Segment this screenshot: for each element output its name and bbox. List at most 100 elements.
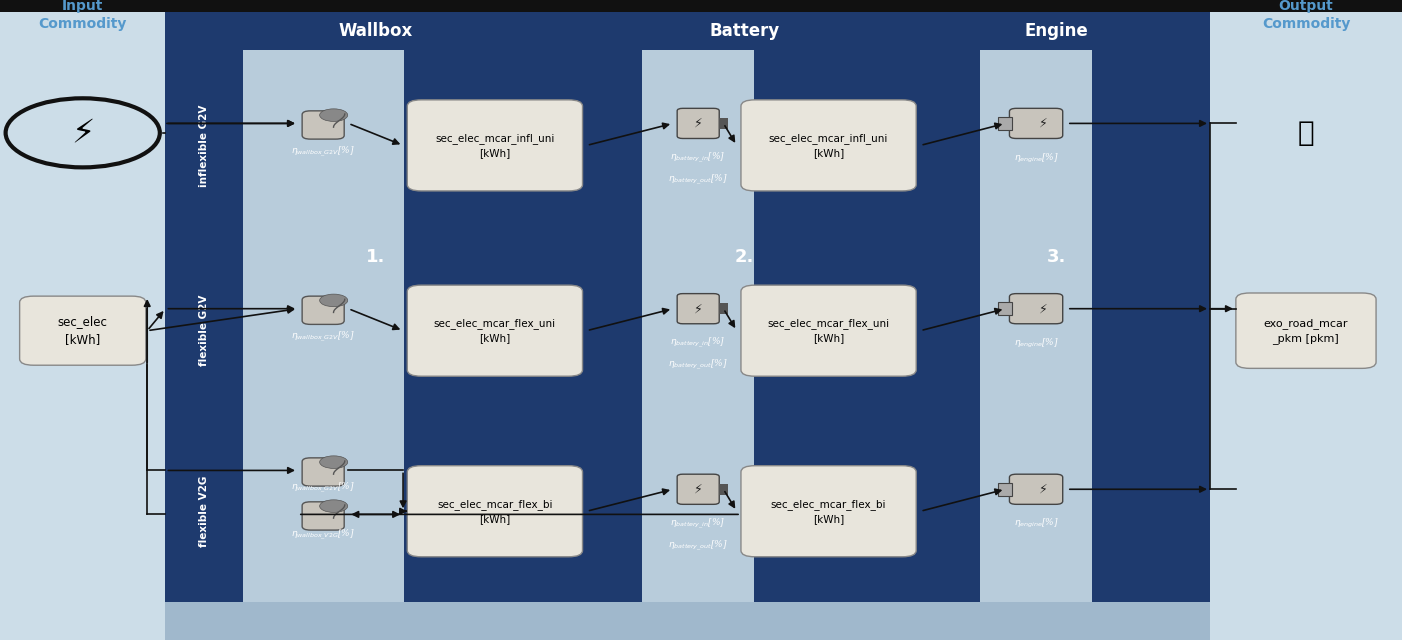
Text: sec_elec_mcar_flex_bi
[kWh]: sec_elec_mcar_flex_bi [kWh] (437, 499, 552, 524)
Bar (719, 303, 728, 314)
Bar (719, 118, 728, 129)
Text: sec_elec_mcar_flex_uni
[kWh]: sec_elec_mcar_flex_uni [kWh] (767, 318, 890, 343)
Text: Commodity: Commodity (1262, 17, 1350, 31)
FancyBboxPatch shape (677, 294, 719, 324)
Bar (165, 420, 243, 602)
Circle shape (320, 500, 348, 513)
Bar (165, 12, 586, 50)
Text: sec_elec_mcar_flex_bi
[kWh]: sec_elec_mcar_flex_bi [kWh] (771, 499, 886, 524)
Text: $\eta_{battery\_in}$[%]: $\eta_{battery\_in}$[%] (670, 150, 726, 165)
FancyBboxPatch shape (303, 458, 345, 486)
FancyBboxPatch shape (740, 466, 917, 557)
Text: $\eta_{engine}$[%]: $\eta_{engine}$[%] (1014, 152, 1059, 164)
Bar (165, 241, 243, 420)
Text: sec_elec_mcar_infl_uni
[kWh]: sec_elec_mcar_infl_uni [kWh] (768, 133, 889, 158)
FancyBboxPatch shape (677, 108, 719, 138)
Text: Battery: Battery (709, 22, 780, 40)
Bar (754, 50, 903, 241)
FancyBboxPatch shape (407, 100, 583, 191)
Bar (404, 420, 586, 602)
Circle shape (320, 456, 348, 468)
Text: 1.: 1. (366, 248, 386, 266)
Bar (903, 50, 980, 241)
Text: $\eta_{battery\_out}$[%]: $\eta_{battery\_out}$[%] (669, 358, 728, 372)
Bar (243, 241, 404, 420)
Bar (165, 50, 243, 241)
Text: ⚡: ⚡ (72, 116, 94, 149)
Text: $\eta_{wallbox\_G2V}$[%]: $\eta_{wallbox\_G2V}$[%] (292, 330, 355, 344)
Bar (754, 420, 903, 602)
Bar (998, 303, 1012, 315)
Text: ⚡: ⚡ (694, 117, 702, 130)
Text: ⚡: ⚡ (1039, 302, 1047, 315)
Bar (998, 483, 1012, 495)
Bar (719, 484, 728, 495)
Text: 2.: 2. (735, 248, 754, 266)
FancyBboxPatch shape (303, 111, 345, 139)
Bar (243, 420, 404, 602)
Text: $\eta_{engine}$[%]: $\eta_{engine}$[%] (1014, 337, 1059, 350)
FancyBboxPatch shape (1009, 294, 1063, 324)
Bar (586, 12, 903, 50)
Bar (0, 12, 165, 640)
Text: sec_elec_mcar_infl_uni
[kWh]: sec_elec_mcar_infl_uni [kWh] (435, 133, 555, 158)
Bar (404, 50, 586, 241)
FancyBboxPatch shape (1009, 474, 1063, 504)
Text: Commodity: Commodity (38, 17, 128, 31)
FancyBboxPatch shape (303, 296, 345, 324)
FancyBboxPatch shape (20, 296, 146, 365)
Text: flexible V2G: flexible V2G (199, 476, 209, 547)
Bar (1092, 420, 1210, 602)
Bar (903, 12, 1210, 50)
Bar (754, 241, 903, 420)
Text: $\eta_{wallbox\_G2V}$[%]: $\eta_{wallbox\_G2V}$[%] (292, 480, 355, 495)
Bar (980, 241, 1092, 420)
Text: ⚡: ⚡ (1039, 117, 1047, 130)
Text: $\eta_{battery\_in}$[%]: $\eta_{battery\_in}$[%] (670, 336, 726, 351)
Text: flexible G2V: flexible G2V (199, 295, 209, 366)
Text: Wallbox: Wallbox (339, 22, 412, 40)
Text: sec_elec_mcar_flex_uni
[kWh]: sec_elec_mcar_flex_uni [kWh] (433, 318, 557, 343)
Text: ⚡: ⚡ (694, 483, 702, 496)
Bar (586, 241, 642, 420)
Bar (586, 420, 642, 602)
Text: 3.: 3. (1047, 248, 1066, 266)
FancyBboxPatch shape (740, 100, 917, 191)
Text: $\eta_{battery\_out}$[%]: $\eta_{battery\_out}$[%] (669, 173, 728, 187)
Bar (243, 50, 404, 241)
Text: Input: Input (62, 0, 104, 13)
FancyBboxPatch shape (740, 285, 917, 376)
Text: $\eta_{wallbox\_V2G}$[%]: $\eta_{wallbox\_V2G}$[%] (292, 528, 355, 542)
Circle shape (6, 99, 160, 168)
FancyBboxPatch shape (303, 502, 345, 530)
Text: sec_elec
[kWh]: sec_elec [kWh] (57, 315, 108, 346)
FancyBboxPatch shape (1237, 293, 1375, 369)
Text: exo_road_mcar
_pkm [pkm]: exo_road_mcar _pkm [pkm] (1263, 318, 1349, 344)
Text: $\eta_{battery\_out}$[%]: $\eta_{battery\_out}$[%] (669, 538, 728, 553)
Text: Output: Output (1279, 0, 1333, 13)
Text: 🚗: 🚗 (1298, 119, 1314, 147)
Bar (642, 241, 754, 420)
Bar (642, 420, 754, 602)
Bar (642, 50, 754, 241)
Bar (998, 117, 1012, 130)
Text: $\eta_{wallbox\_G2V}$[%]: $\eta_{wallbox\_G2V}$[%] (292, 145, 355, 159)
Bar (980, 420, 1092, 602)
FancyBboxPatch shape (677, 474, 719, 504)
Bar (1092, 241, 1210, 420)
Text: $\eta_{engine}$[%]: $\eta_{engine}$[%] (1014, 517, 1059, 531)
Bar (903, 420, 980, 602)
Bar (586, 50, 642, 241)
Bar (165, 12, 1210, 640)
Bar (980, 50, 1092, 241)
FancyBboxPatch shape (407, 285, 583, 376)
Text: inflexible G2V: inflexible G2V (199, 104, 209, 187)
Text: $\eta_{battery\_in}$[%]: $\eta_{battery\_in}$[%] (670, 516, 726, 531)
Text: Engine: Engine (1025, 22, 1088, 40)
Bar (1210, 12, 1402, 640)
FancyBboxPatch shape (407, 466, 583, 557)
Circle shape (320, 294, 348, 307)
FancyBboxPatch shape (1009, 108, 1063, 138)
Bar (1092, 50, 1210, 241)
Circle shape (320, 109, 348, 122)
